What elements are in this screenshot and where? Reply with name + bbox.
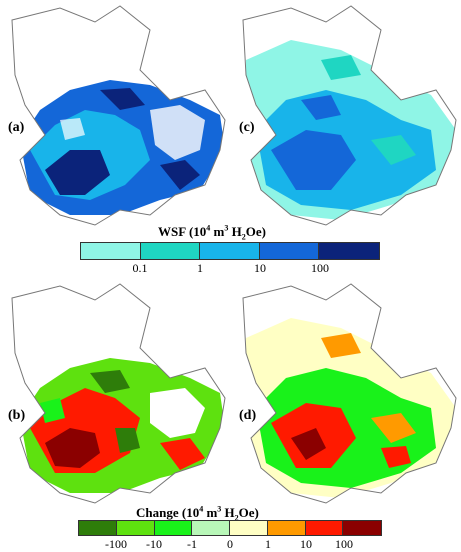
- legend-swatch-3: [192, 521, 230, 535]
- legend-tick-label: 10: [300, 537, 312, 551]
- legend-swatch-6: [305, 521, 344, 535]
- legend-swatch-4: [230, 521, 268, 535]
- panel-label-c: (c): [239, 120, 255, 135]
- legend-tick-label: 100: [335, 537, 353, 551]
- region-map-b: [11, 283, 226, 504]
- legend-tick-label: -10: [146, 537, 162, 551]
- legend-swatch-7: [343, 521, 381, 535]
- map-panel-d: (d): [231, 278, 461, 506]
- region-map-a: [11, 5, 226, 226]
- wsf-legend-title: WSF (104 m3 H2Oe): [158, 223, 266, 242]
- wsf-legend-colorbar: [80, 242, 380, 260]
- wsf-fill-c: [246, 40, 456, 220]
- change-legend-colorbar: [78, 520, 382, 536]
- map-panel-a: (a): [0, 0, 230, 228]
- region-map-c: [242, 5, 457, 226]
- change-fill-d: [246, 318, 456, 498]
- legend-swatch-2: [154, 521, 193, 535]
- legend-swatch-3: [259, 243, 320, 259]
- legend-swatch-0: [79, 521, 117, 535]
- legend-swatch-4: [319, 243, 379, 259]
- legend-tick-label: 1: [265, 537, 271, 551]
- map-panel-b: (b): [0, 278, 230, 506]
- legend-tick-label: 1: [197, 261, 203, 275]
- legend-swatch-1: [116, 521, 155, 535]
- legend-swatch-5: [267, 521, 306, 535]
- map-panel-c: (c): [231, 0, 461, 228]
- panel-label-d: (d): [239, 408, 257, 423]
- legend-tick-label: 0.1: [132, 261, 148, 275]
- wsf-fill-a: [20, 80, 225, 215]
- change-fill-b: [20, 358, 225, 493]
- legend-tick-label: -1: [187, 537, 197, 551]
- legend-tick-label: 100: [311, 261, 329, 275]
- region-map-d: [242, 283, 457, 504]
- legend-tick-label: 0: [227, 537, 233, 551]
- legend-swatch-1: [140, 243, 201, 259]
- legend-swatch-2: [200, 243, 260, 259]
- legend-tick-label: 10: [254, 261, 266, 275]
- legend-tick-label: -100: [105, 537, 127, 551]
- change-legend-title: Change (104 m3 H2Oe): [136, 504, 259, 523]
- legend-swatch-0: [81, 243, 141, 259]
- panel-label-a: (a): [8, 120, 25, 135]
- panel-label-b: (b): [8, 408, 26, 423]
